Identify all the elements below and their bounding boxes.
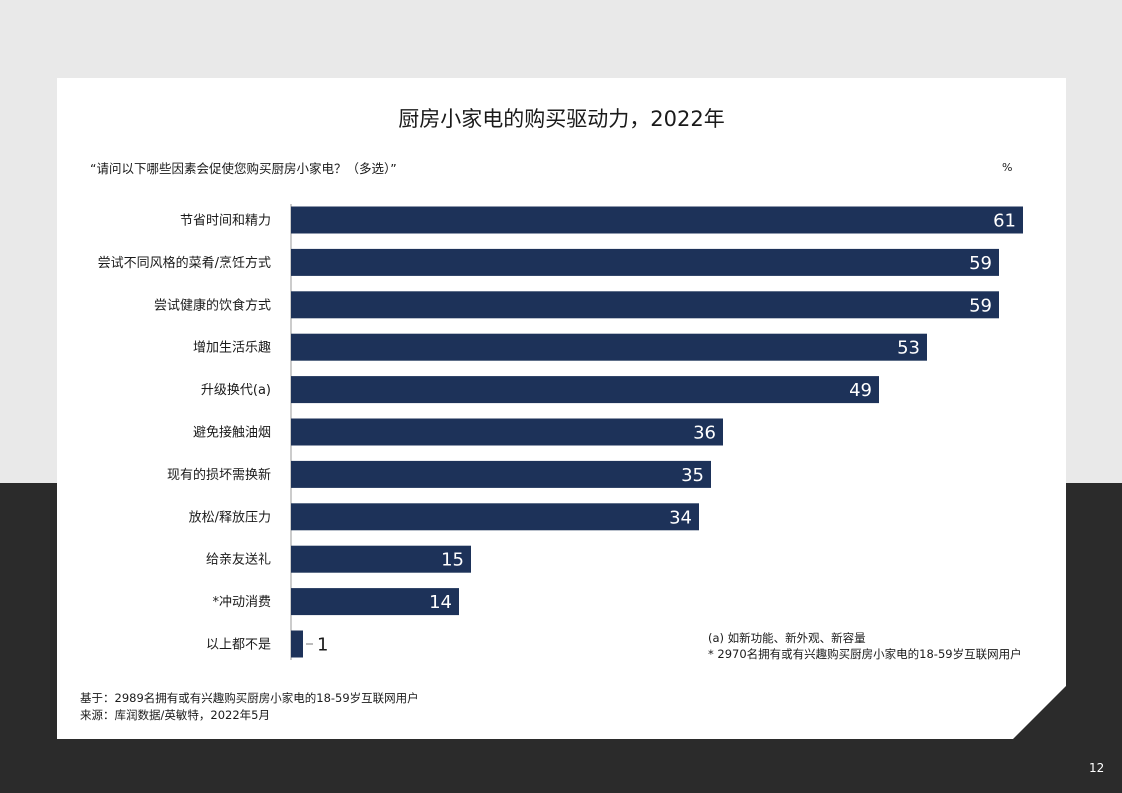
category-label: *冲动消费 xyxy=(212,595,271,610)
bar xyxy=(291,206,1023,234)
bar-chart: 节省时间和精力 61 尝试不同风格的菜肴/烹饪方式 59 尝试健康的饮食方式 59 增加生活… xyxy=(98,204,1023,660)
bar xyxy=(291,333,927,361)
category-label: 节省时间和精力 xyxy=(180,214,271,229)
category-label: 以上都不是 xyxy=(206,638,271,653)
value-label: 15 xyxy=(441,550,464,571)
category-label: 尝试健康的饮食方式 xyxy=(154,297,271,313)
category-label: 升级换代(a) xyxy=(201,383,271,398)
category-label: 避免接触油烟 xyxy=(193,425,271,441)
bar xyxy=(291,291,999,319)
bar xyxy=(291,418,723,446)
footnote-star: * 2970名拥有或有兴趣购买厨房小家电的18-59岁互联网用户 xyxy=(708,647,1022,661)
category-label: 尝试不同风格的菜肴/烹饪方式 xyxy=(98,255,271,271)
bar xyxy=(291,545,471,573)
bar xyxy=(291,248,999,276)
value-label: 59 xyxy=(969,253,992,274)
value-label: 61 xyxy=(993,211,1016,232)
category-label: 现有的损坏需换新 xyxy=(167,467,271,483)
bar xyxy=(291,630,303,658)
bar xyxy=(291,460,711,488)
category-label: 给亲友送礼 xyxy=(206,552,271,568)
value-label: 53 xyxy=(897,338,920,359)
value-label: 34 xyxy=(669,507,692,528)
bar xyxy=(291,588,459,616)
value-label: 14 xyxy=(429,592,452,613)
category-label: 增加生活乐趣 xyxy=(193,341,271,356)
value-label: 35 xyxy=(681,465,704,486)
bar xyxy=(291,503,699,531)
value-label: 36 xyxy=(693,423,716,444)
value-label: 59 xyxy=(969,295,992,316)
slide-card: 厨房小家电的购买驱动力，2022年 “请问以下哪些因素会促使您购买厨房小家电？（… xyxy=(57,78,1066,739)
source-note: 来源：库润数据/英敏特，2022年5月 xyxy=(80,708,270,722)
value-label: 49 xyxy=(849,380,872,401)
value-label: 1 xyxy=(317,635,328,656)
footnote-a: (a) 如新功能、新外观、新容量 xyxy=(708,631,866,645)
bar xyxy=(291,376,879,404)
category-label: 放松/释放压力 xyxy=(189,510,271,525)
base-note: 基于：2989名拥有或有兴趣购买厨房小家电的18-59岁互联网用户 xyxy=(80,691,419,705)
survey-question: “请问以下哪些因素会促使您购买厨房小家电？（多选）” xyxy=(90,161,397,176)
unit-label: % xyxy=(1002,161,1013,174)
page-number: 12 xyxy=(1089,761,1105,775)
chart-title: 厨房小家电的购买驱动力，2022年 xyxy=(398,107,725,131)
